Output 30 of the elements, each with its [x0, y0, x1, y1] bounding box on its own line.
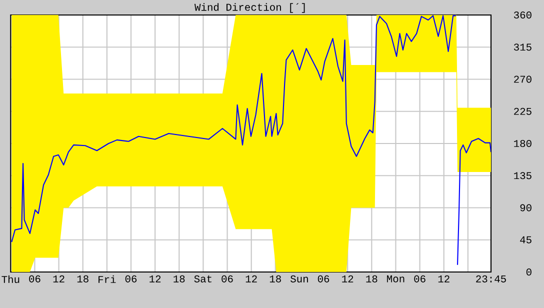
x-tick-label: 12 — [53, 275, 64, 282]
x-tick-label: 06 — [222, 275, 233, 282]
y-tick-label: 45 — [520, 236, 532, 244]
x-tick-label: 12 — [150, 275, 161, 282]
x-tick-label: 06 — [29, 275, 40, 282]
x-tick-label: 23:45 — [476, 275, 506, 282]
x-tick-label: 06 — [125, 275, 137, 282]
x-tick-label: 18 — [77, 275, 88, 282]
x-tick-label: 18 — [174, 275, 185, 282]
x-tick-label: Thu — [2, 275, 20, 284]
y-tick-label: 270 — [514, 76, 532, 83]
y-tick-label: 135 — [514, 172, 532, 180]
y-tick-label: 180 — [514, 140, 532, 148]
x-tick-label: Mon — [387, 275, 404, 282]
y-tick-label: 0 — [526, 268, 532, 276]
y-tick-label: 90 — [520, 204, 532, 212]
x-tick-label: 18 — [270, 275, 281, 282]
y-tick-label: 315 — [514, 44, 532, 51]
y-tick-label: 360 — [514, 11, 532, 19]
x-tick-label: Sun — [290, 275, 308, 282]
x-tick-label: Fri — [98, 275, 116, 283]
x-tick-label: 18 — [366, 275, 378, 282]
x-tick-label: 06 — [318, 275, 330, 282]
x-tick-label: 12 — [246, 275, 257, 282]
x-tick-label: 06 — [414, 275, 426, 282]
x-tick-label: Sat — [194, 275, 212, 282]
x-tick-label: 12 — [342, 275, 354, 282]
y-tick-label: 225 — [514, 108, 532, 115]
x-tick-label: 12 — [438, 275, 450, 282]
chart-title: Wind Direction [´] — [194, 3, 305, 13]
